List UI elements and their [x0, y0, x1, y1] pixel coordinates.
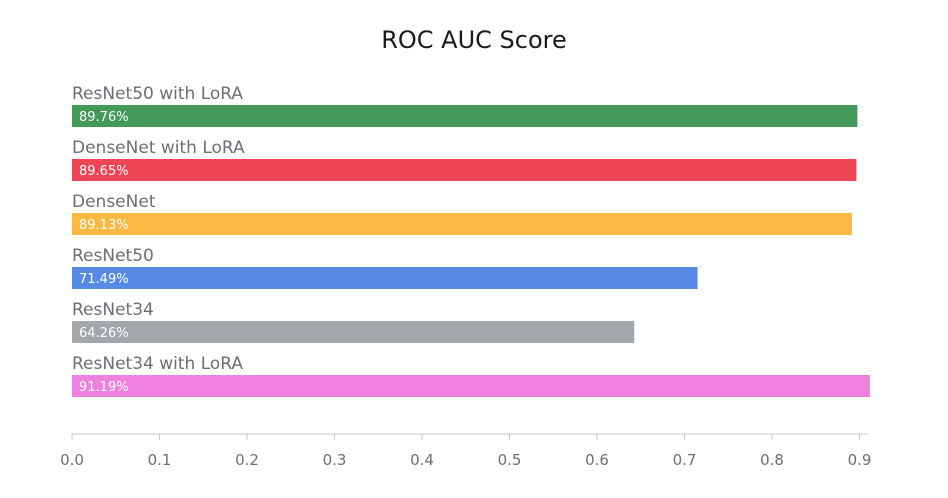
data-label: 89.65%	[79, 164, 129, 179]
category-label: DenseNet with LoRA	[72, 138, 245, 158]
data-label: 89.76%	[79, 110, 129, 125]
category-label: DenseNet	[72, 192, 156, 212]
category-label: ResNet34	[72, 300, 154, 320]
x-tick-label: 0.2	[235, 451, 259, 469]
x-tick-label: 0.0	[60, 451, 84, 469]
data-label: 91.19%	[79, 380, 129, 395]
x-tick-label: 0.6	[585, 451, 609, 469]
x-tick-label: 0.7	[673, 451, 697, 469]
x-tick-label: 0.9	[848, 451, 872, 469]
category-label: ResNet50	[72, 246, 154, 266]
bar	[72, 105, 858, 127]
data-label: 64.26%	[79, 326, 129, 341]
data-label: 89.13%	[79, 218, 129, 233]
chart-title: ROC AUC Score	[381, 26, 567, 54]
bar	[72, 375, 870, 397]
bar	[72, 321, 635, 343]
category-label: ResNet34 with LoRA	[72, 354, 243, 374]
bar	[72, 213, 852, 235]
x-tick-label: 0.8	[760, 451, 784, 469]
x-tick-label: 0.4	[410, 451, 434, 469]
category-label: ResNet50 with LoRA	[72, 84, 243, 104]
x-tick-label: 0.3	[323, 451, 347, 469]
bar	[72, 159, 857, 181]
x-tick-label: 0.5	[498, 451, 522, 469]
x-tick-label: 0.1	[148, 451, 172, 469]
data-label: 71.49%	[79, 272, 129, 287]
bar	[72, 267, 698, 289]
